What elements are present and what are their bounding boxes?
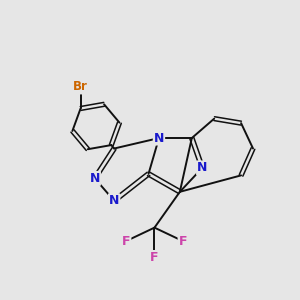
Text: N: N bbox=[154, 132, 164, 145]
Text: Br: Br bbox=[73, 80, 88, 94]
Text: N: N bbox=[197, 161, 207, 174]
Text: F: F bbox=[122, 235, 130, 248]
Text: N: N bbox=[90, 172, 100, 185]
Text: N: N bbox=[109, 194, 119, 207]
Text: F: F bbox=[178, 235, 187, 248]
Text: F: F bbox=[150, 251, 159, 264]
